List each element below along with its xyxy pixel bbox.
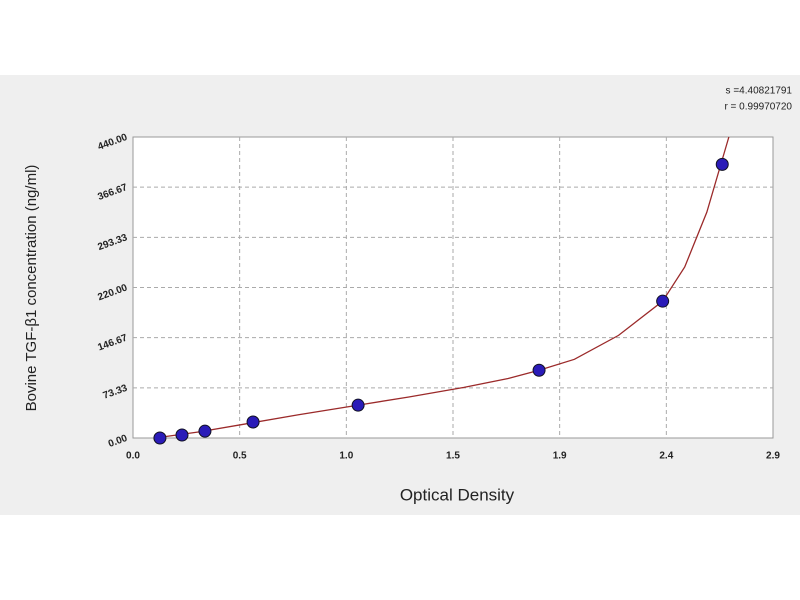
x-tick-label: 0.5 <box>233 451 247 462</box>
x-axis-label: Optical Density <box>400 485 515 504</box>
data-point <box>198 424 212 438</box>
data-point <box>351 398 365 412</box>
data-point <box>246 415 260 429</box>
data-point <box>153 431 167 445</box>
annotation: s =4.40821791 <box>726 86 793 97</box>
data-point <box>715 157 729 171</box>
x-tick-label: 2.4 <box>659 451 673 462</box>
annotation: r = 0.99970720 <box>724 102 792 113</box>
x-tick-label: 1.0 <box>339 451 353 462</box>
x-tick-label: 1.5 <box>446 451 460 462</box>
data-point <box>656 294 670 308</box>
data-point <box>532 363 546 377</box>
fit-line <box>154 136 730 439</box>
data-point <box>175 428 189 442</box>
x-tick-label: 0.0 <box>126 451 140 462</box>
x-tick-label: 1.9 <box>553 451 567 462</box>
x-tick-label: 2.9 <box>766 451 780 462</box>
y-axis-label: Bovine TGF-β1 concentration (ng/ml) <box>23 165 40 412</box>
